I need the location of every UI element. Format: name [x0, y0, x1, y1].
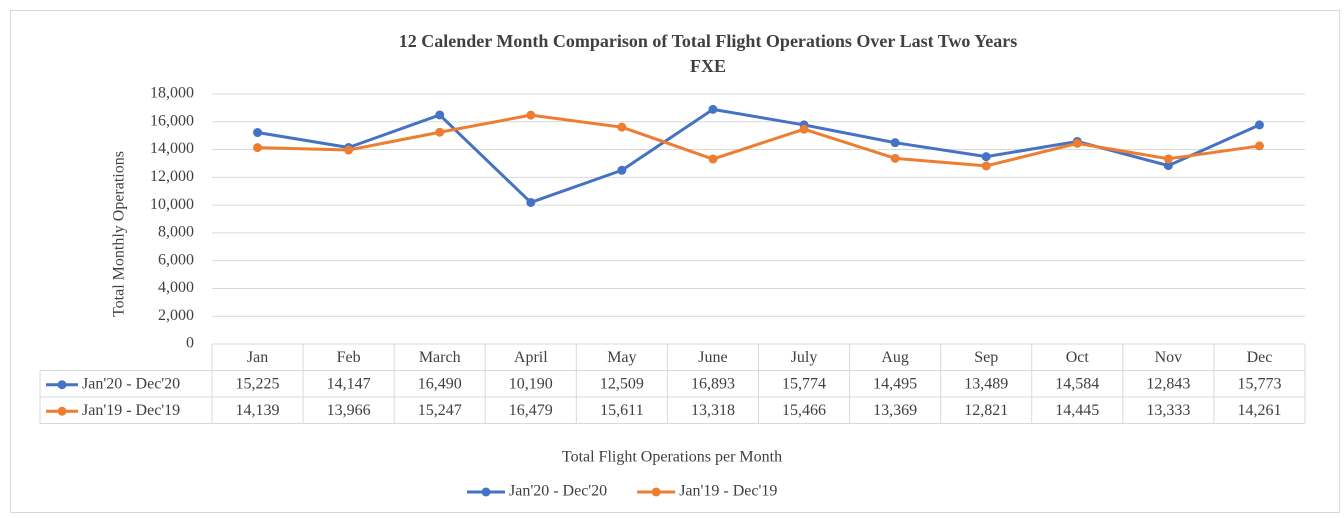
legend-label: Jan'19 - Dec'19	[679, 483, 777, 500]
table-cell: 16,490	[418, 375, 462, 392]
table-cell: 14,445	[1055, 402, 1099, 419]
x-tick-label: Aug	[881, 349, 909, 366]
x-tick-label: June	[698, 349, 727, 366]
table-cell: 15,225	[236, 375, 280, 392]
legend-key	[57, 380, 67, 390]
marker	[617, 122, 627, 132]
table-cell: 14,584	[1055, 375, 1099, 392]
table-cell: 12,509	[600, 375, 644, 392]
x-tick-label: May	[607, 349, 636, 366]
y-tick-label: 8,000	[158, 224, 194, 241]
marker	[526, 110, 536, 120]
y-tick-label: 14,000	[150, 140, 194, 157]
marker	[890, 153, 900, 163]
x-tick-label: Oct	[1066, 349, 1090, 366]
x-tick-label: Feb	[337, 349, 361, 366]
y-tick-label: 2,000	[158, 307, 194, 324]
table-cell: 14,495	[873, 375, 917, 392]
marker	[617, 165, 627, 175]
table-cell: 16,893	[691, 375, 735, 392]
table-cell: 13,489	[964, 375, 1008, 392]
table-cell: 13,369	[873, 402, 917, 419]
marker	[253, 143, 263, 153]
chart-title: 12 Calender Month Comparison of Total Fl…	[399, 31, 1018, 51]
table-cell: 13,318	[691, 402, 735, 419]
chart-frame	[10, 10, 1340, 513]
table-row-header: Jan'20 - Dec'20	[82, 375, 180, 392]
marker	[1163, 161, 1173, 171]
marker	[981, 152, 991, 162]
x-tick-label: April	[514, 349, 548, 366]
legend-key	[57, 406, 67, 416]
marker	[1163, 154, 1173, 164]
x-tick-label: Nov	[1155, 349, 1183, 366]
table-cell: 15,247	[418, 402, 462, 419]
y-tick-label: 4,000	[158, 279, 194, 296]
table-cell: 13,966	[327, 402, 371, 419]
table-cell: 16,479	[509, 402, 553, 419]
y-tick-label: 6,000	[158, 251, 194, 268]
table-cell: 14,139	[236, 402, 280, 419]
chart-subtitle: FXE	[690, 56, 726, 76]
marker	[890, 138, 900, 148]
table-cell: 14,147	[327, 375, 371, 392]
table-cell: 13,333	[1146, 402, 1190, 419]
x-tick-label: Jan	[247, 349, 268, 366]
x-tick-label: Sep	[974, 349, 998, 366]
table-cell: 10,190	[509, 375, 553, 392]
series-line	[257, 113, 1260, 168]
marker	[1072, 138, 1082, 148]
table-cell: 15,773	[1237, 375, 1281, 392]
y-tick-label: 0	[186, 335, 194, 352]
table-cell: 12,821	[964, 402, 1008, 419]
marker	[253, 128, 263, 138]
legend-key	[481, 487, 491, 497]
marker	[799, 124, 809, 134]
table-cell: 15,466	[782, 402, 826, 419]
marker	[526, 197, 536, 207]
x-tick-label: March	[419, 349, 461, 366]
marker	[435, 127, 445, 137]
y-axis-label: Total Monthly Operations	[111, 151, 128, 317]
marker	[1254, 141, 1264, 151]
marker	[708, 154, 718, 164]
legend-key	[651, 487, 661, 497]
marker	[981, 161, 991, 171]
marker	[344, 145, 354, 155]
y-tick-label: 18,000	[150, 85, 194, 102]
table-cell: 12,843	[1146, 375, 1190, 392]
x-axis-label: Total Flight Operations per Month	[562, 449, 782, 466]
y-tick-label: 12,000	[150, 168, 194, 185]
table-cell: 14,261	[1237, 402, 1281, 419]
table-cell: 15,611	[600, 402, 643, 419]
y-tick-label: 16,000	[150, 112, 194, 129]
table-row-header: Jan'19 - Dec'19	[82, 402, 180, 419]
x-tick-label: July	[791, 349, 818, 366]
marker	[708, 104, 718, 114]
table-cell: 15,774	[782, 375, 826, 392]
x-tick-label: Dec	[1247, 349, 1273, 366]
marker	[1254, 120, 1264, 130]
legend-label: Jan'20 - Dec'20	[509, 483, 607, 500]
marker	[435, 110, 445, 120]
y-tick-label: 10,000	[150, 196, 194, 213]
